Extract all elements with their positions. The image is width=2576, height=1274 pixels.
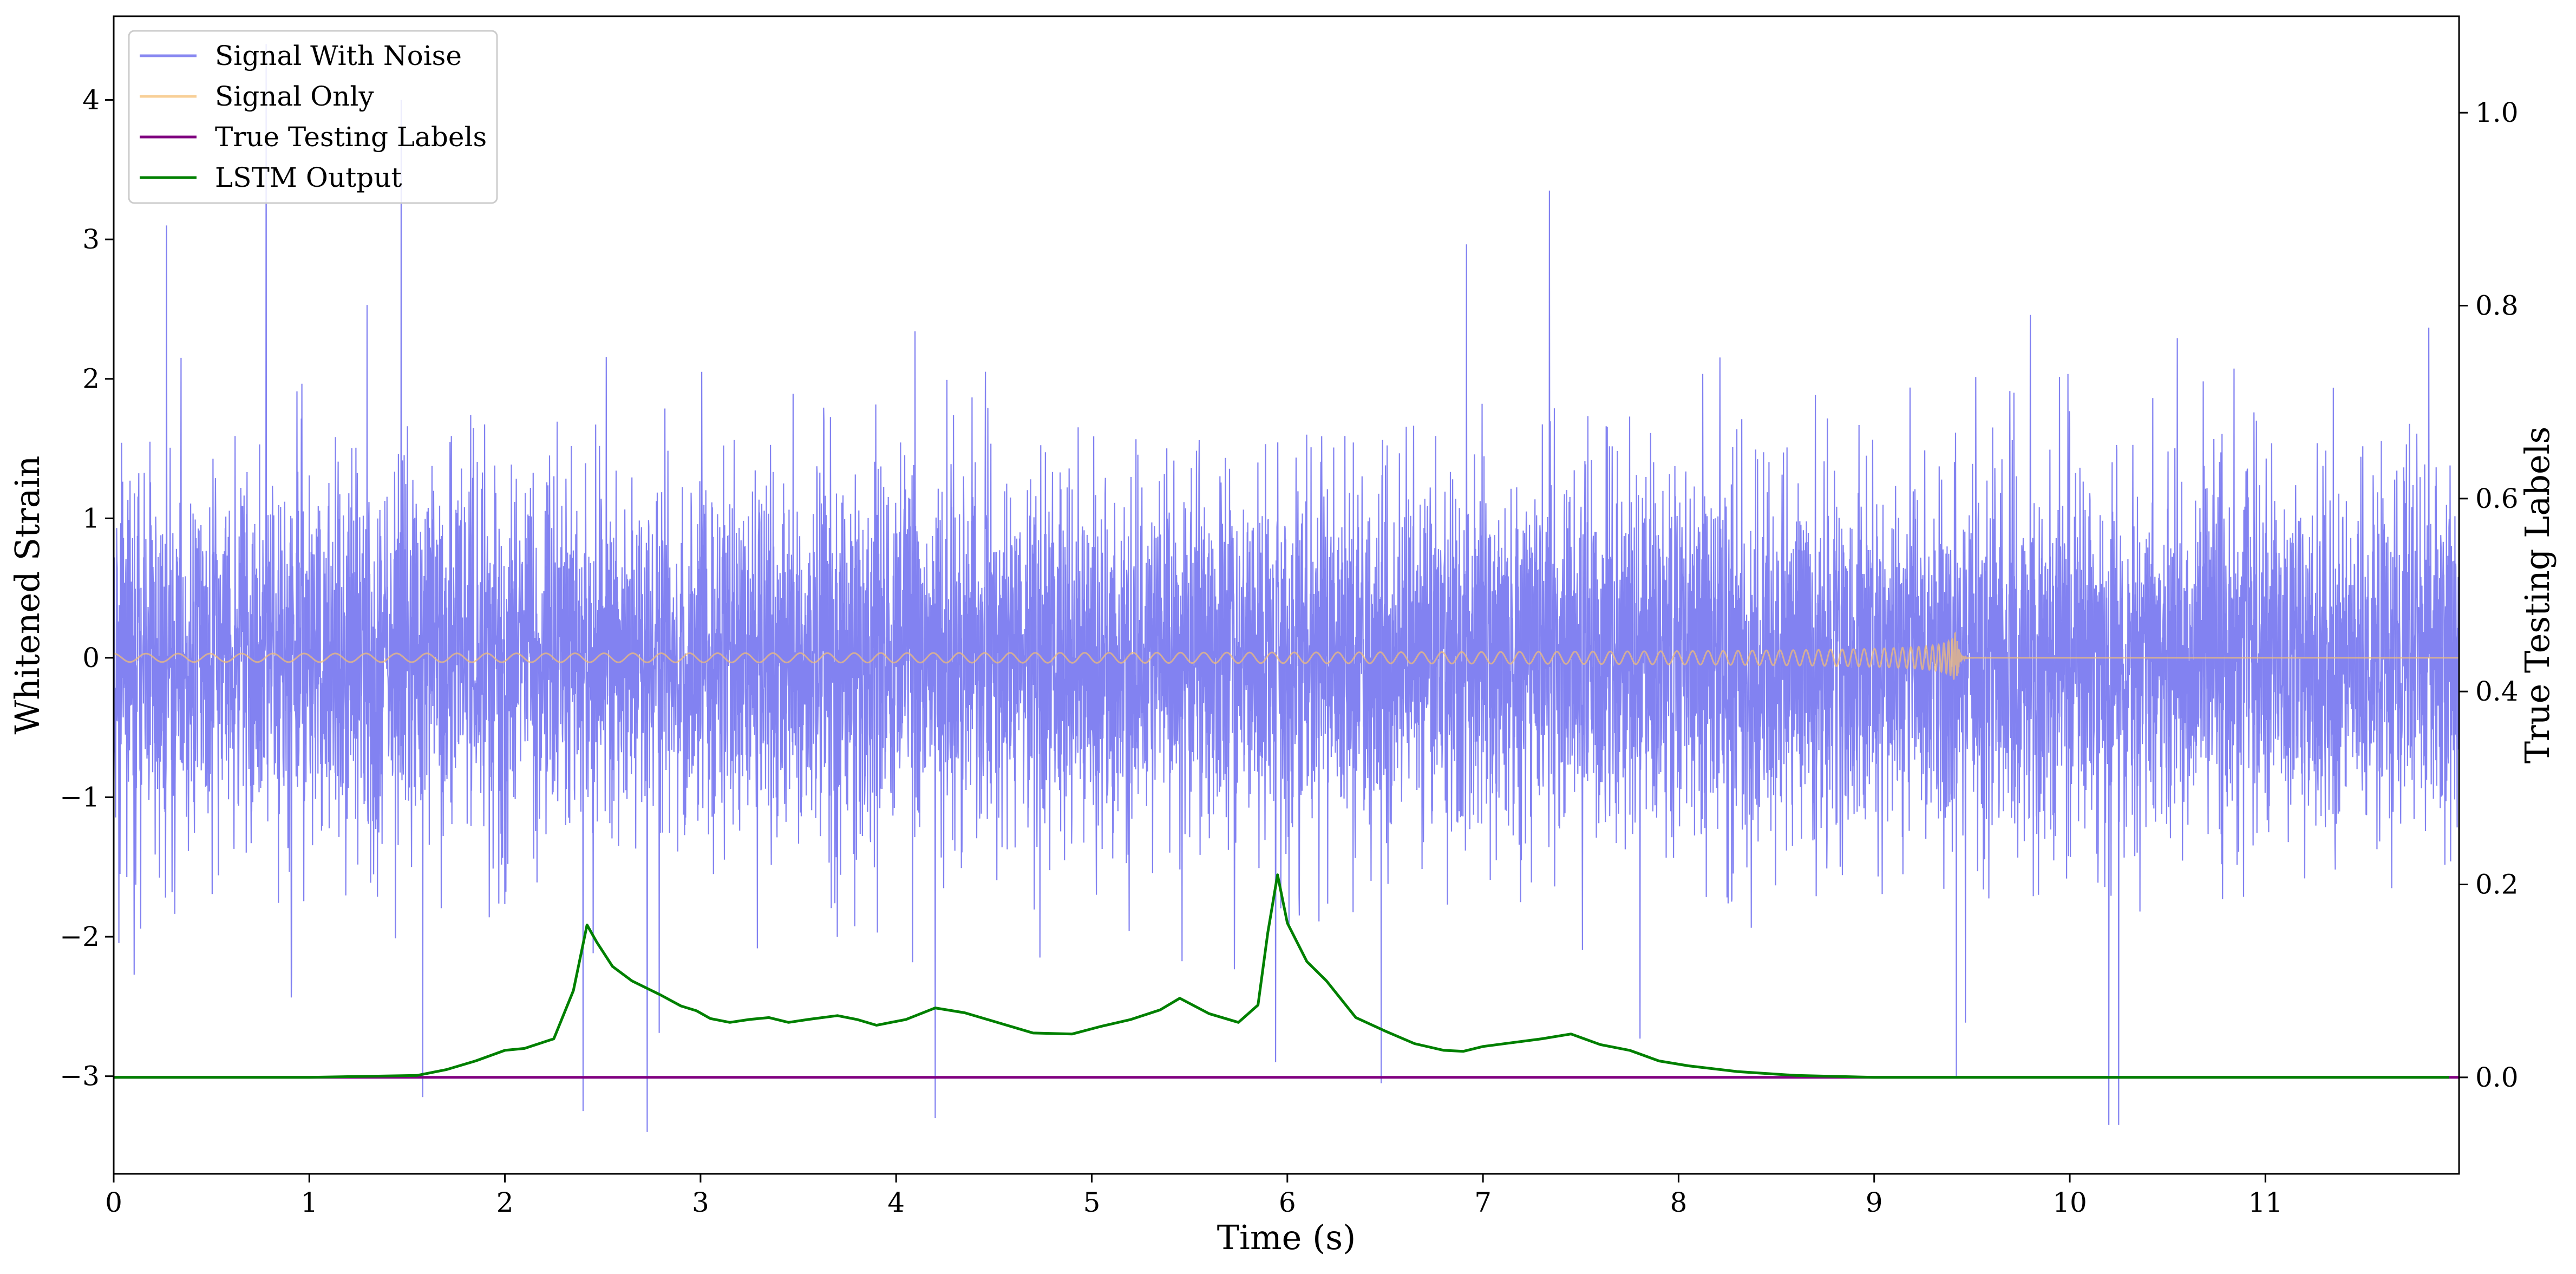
y-tick-label: 1 (82, 502, 100, 534)
y-axis-label: Whitened Strain (8, 456, 47, 735)
legend-box (128, 30, 498, 204)
x-tick-label: 4 (887, 1187, 905, 1218)
legend-label: True Testing Labels (215, 121, 487, 153)
x-tick-label: 0 (105, 1187, 122, 1218)
x-tick-label: 3 (692, 1187, 709, 1218)
y2-axis-label: True Testing Labels (2518, 427, 2557, 764)
y-axis-right: 0.0 0.2 0.4 0.6 0.8 1.0 (2459, 97, 2519, 1093)
plot-area (114, 44, 2459, 1132)
series-line-lstm-output (114, 873, 2449, 1079)
legend-label: Signal With Noise (215, 40, 462, 71)
y-tick-label: −1 (60, 782, 100, 813)
y-tick-label: −2 (60, 921, 100, 952)
y2-tick-label: 0.8 (2475, 290, 2519, 322)
y2-tick-label: 1.0 (2475, 97, 2519, 128)
series-line-signal-with-noise (114, 44, 2459, 1132)
x-tick-label: 10 (2052, 1187, 2087, 1218)
x-tick-label: 6 (1279, 1187, 1296, 1218)
legend-label: Signal Only (215, 81, 374, 112)
y-tick-label: 2 (82, 363, 100, 395)
y2-tick-label: 0.6 (2475, 483, 2519, 514)
y-axis-left: −3 −2 −1 0 1 2 3 4 (60, 84, 114, 1092)
y-tick-label: −3 (60, 1061, 100, 1092)
legend-label: LSTM Output (215, 162, 402, 193)
legend: Signal With Noise Signal Only True Testing… (128, 30, 498, 204)
x-tick-label: 8 (1670, 1187, 1688, 1218)
y-tick-label: 0 (82, 642, 100, 674)
series-line-signal-only (114, 631, 2459, 680)
y2-tick-label: 0.0 (2475, 1062, 2519, 1093)
y-tick-label: 4 (82, 84, 100, 116)
x-tick-label: 11 (2248, 1187, 2283, 1218)
x-tick-label: 9 (1866, 1187, 1883, 1218)
series-layer (114, 44, 2459, 1132)
x-tick-label: 1 (300, 1187, 318, 1218)
x-axis: 0 1 2 3 4 5 6 7 8 9 10 11 (105, 1174, 2283, 1218)
axes-frame (113, 15, 2460, 1175)
y2-tick-label: 0.2 (2475, 869, 2519, 900)
x-tick-label: 7 (1474, 1187, 1492, 1218)
y-tick-label: 3 (82, 224, 100, 255)
x-axis-label: Time (s) (1217, 1218, 1356, 1257)
x-tick-label: 2 (496, 1187, 514, 1218)
y2-tick-label: 0.4 (2475, 676, 2519, 707)
x-tick-label: 5 (1083, 1187, 1101, 1218)
